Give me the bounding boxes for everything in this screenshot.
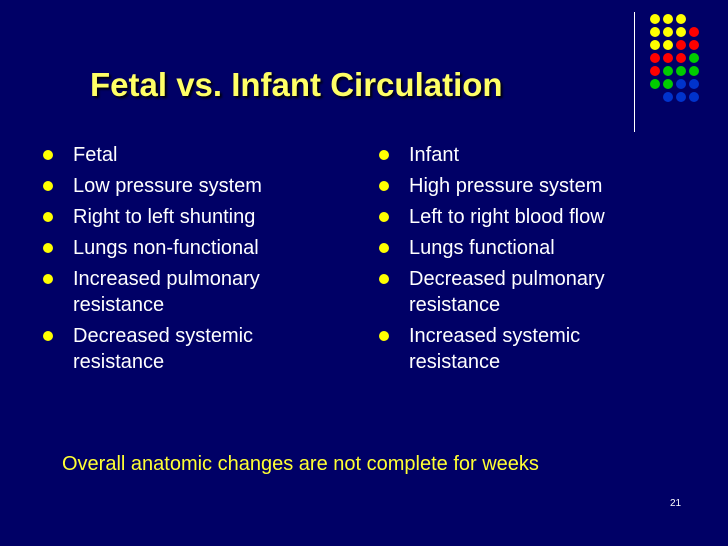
list-item: Increased systemic resistance <box>376 323 619 375</box>
bullet-icon <box>43 212 53 222</box>
list-item: Lungs functional <box>376 235 706 261</box>
list-item-text: Increased systemic resistance <box>409 325 581 373</box>
bullet-icon <box>43 331 53 341</box>
footer-note: Overall anatomic changes are not complet… <box>62 453 539 475</box>
list-item: Right to left shunting <box>40 204 370 230</box>
decorative-dot <box>689 27 699 37</box>
list-item-text: Infant <box>409 144 460 166</box>
bullet-icon <box>43 150 53 160</box>
decorative-dot <box>650 66 660 76</box>
right-bullet-list: Infant High pressure system Left to righ… <box>376 142 706 375</box>
list-item: Left to right blood flow <box>376 204 706 230</box>
right-column: Infant High pressure system Left to righ… <box>376 142 706 380</box>
divider-line <box>634 12 635 132</box>
decorative-dot <box>689 40 699 50</box>
bullet-icon <box>43 243 53 253</box>
decorative-dot <box>689 53 699 63</box>
decorative-dot <box>663 79 673 89</box>
decorative-dot <box>663 27 673 37</box>
page-number: 21 <box>670 498 682 509</box>
bullet-icon <box>43 181 53 191</box>
list-item-text: Lungs functional <box>409 237 555 259</box>
decorative-dot <box>689 92 699 102</box>
list-item-text: Left to right blood flow <box>409 206 605 228</box>
list-item: Infant <box>376 142 706 168</box>
decorative-dot <box>676 40 686 50</box>
list-item: Low pressure system <box>40 173 370 199</box>
list-item: Fetal <box>40 142 370 168</box>
list-item-text: Increased pulmonary resistance <box>73 268 260 316</box>
bullet-icon <box>379 274 389 284</box>
bullet-icon <box>379 331 389 341</box>
decorative-dot <box>663 66 673 76</box>
decorative-dot <box>676 14 686 24</box>
bullet-icon <box>379 212 389 222</box>
list-item: High pressure system <box>376 173 706 199</box>
left-bullet-list: Fetal Low pressure system Right to left … <box>40 142 370 375</box>
decorative-dot <box>676 92 686 102</box>
left-column: Fetal Low pressure system Right to left … <box>40 142 370 380</box>
bullet-icon <box>43 274 53 284</box>
decorative-dot <box>676 27 686 37</box>
list-item-text: High pressure system <box>409 175 603 197</box>
decorative-dot <box>650 14 660 24</box>
list-item: Decreased pulmonary resistance <box>376 266 649 318</box>
list-item-text: Decreased systemic resistance <box>73 325 254 373</box>
list-item-text: Decreased pulmonary resistance <box>409 268 605 316</box>
decorative-dot <box>676 79 686 89</box>
decorative-dot <box>676 53 686 63</box>
list-item-text: Fetal <box>73 144 118 166</box>
bullet-icon <box>379 150 389 160</box>
decorative-dot <box>689 79 699 89</box>
list-item-text: Low pressure system <box>73 175 262 197</box>
decorative-dot <box>650 40 660 50</box>
list-item: Lungs non-functional <box>40 235 370 261</box>
slide-title: Fetal vs. Infant Circulation <box>90 66 503 103</box>
decorative-dot <box>650 27 660 37</box>
decorative-dot <box>663 14 673 24</box>
decorative-dot <box>650 79 660 89</box>
decorative-dot <box>663 53 673 63</box>
list-item: Decreased systemic resistance <box>40 323 303 375</box>
list-item-text: Lungs non-functional <box>73 237 259 259</box>
decorative-dot <box>663 92 673 102</box>
decorative-dot <box>689 66 699 76</box>
decorative-dot <box>650 53 660 63</box>
bullet-icon <box>379 243 389 253</box>
list-item: Increased pulmonary resistance <box>40 266 303 318</box>
decorative-dot <box>676 66 686 76</box>
list-item-text: Right to left shunting <box>73 206 256 228</box>
decorative-dot <box>663 40 673 50</box>
bullet-icon <box>379 181 389 191</box>
